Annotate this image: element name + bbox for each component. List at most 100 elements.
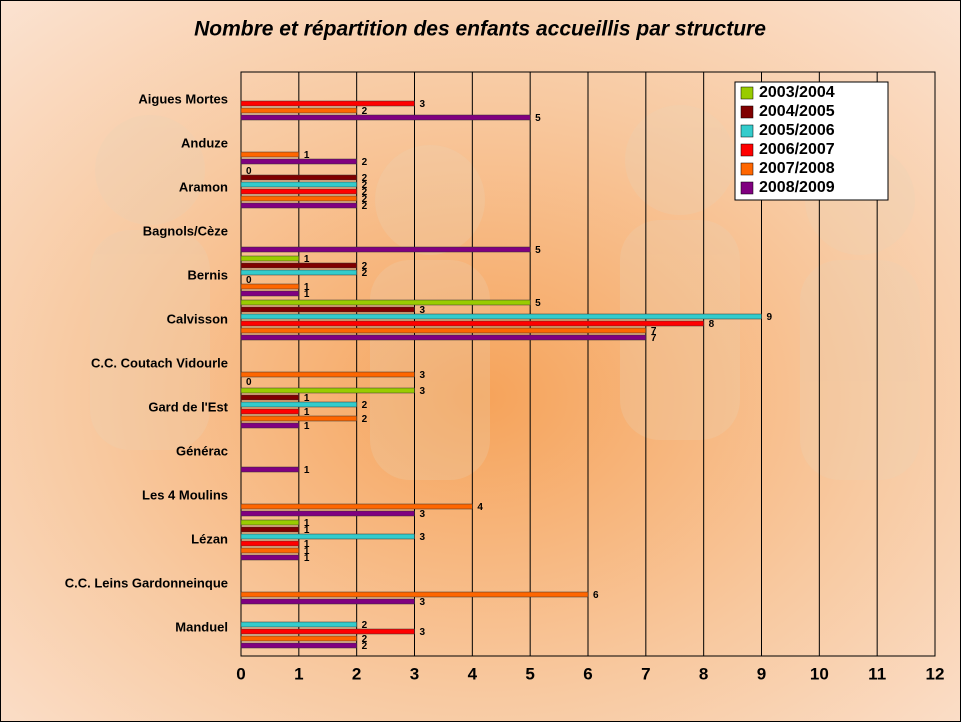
bar bbox=[241, 541, 299, 546]
value-label: 3 bbox=[420, 509, 426, 520]
bar bbox=[241, 504, 472, 509]
y-tick-label: Calvisson bbox=[167, 311, 228, 326]
y-tick-label: Anduze bbox=[181, 135, 228, 150]
value-label: 3 bbox=[420, 597, 426, 608]
bar bbox=[241, 321, 704, 326]
bar bbox=[241, 189, 357, 194]
legend-swatch bbox=[741, 87, 753, 99]
x-tick-label: 2 bbox=[352, 664, 361, 683]
bar bbox=[241, 182, 357, 187]
bar bbox=[241, 314, 762, 319]
bar bbox=[241, 416, 357, 421]
x-tick-label: 10 bbox=[810, 664, 829, 683]
legend-label: 2008/2009 bbox=[759, 179, 835, 196]
bar bbox=[241, 388, 415, 393]
chart-title: Nombre et répartition des enfants accuei… bbox=[194, 18, 766, 41]
bar bbox=[241, 175, 357, 180]
value-label: 1 bbox=[304, 421, 310, 432]
x-tick-label: 4 bbox=[468, 664, 478, 683]
legend-label: 2004/2005 bbox=[759, 103, 835, 120]
value-label: 1 bbox=[304, 553, 310, 564]
y-tick-label: C.C. Leins Gardonneinque bbox=[65, 575, 228, 590]
value-label: 3 bbox=[420, 627, 426, 638]
y-tick-label: Lézan bbox=[191, 531, 228, 546]
bar bbox=[241, 520, 299, 525]
x-tick-label: 3 bbox=[410, 664, 419, 683]
bar bbox=[241, 511, 415, 516]
bar bbox=[241, 263, 357, 268]
bar bbox=[241, 196, 357, 201]
bar bbox=[241, 115, 530, 120]
value-label: 2 bbox=[362, 157, 368, 168]
x-tick-label: 0 bbox=[236, 664, 245, 683]
value-label: 3 bbox=[420, 532, 426, 543]
bar bbox=[241, 108, 357, 113]
bar bbox=[241, 159, 357, 164]
y-tick-label: Aramon bbox=[179, 179, 228, 194]
value-label: 5 bbox=[535, 298, 541, 309]
bar bbox=[241, 629, 415, 634]
value-label: 2 bbox=[362, 201, 368, 212]
bar bbox=[241, 372, 415, 377]
bar bbox=[241, 592, 588, 597]
legend-label: 2003/2004 bbox=[759, 84, 835, 101]
legend-label: 2005/2006 bbox=[759, 122, 835, 139]
value-label: 5 bbox=[535, 245, 541, 256]
legend-label: 2006/2007 bbox=[759, 141, 835, 158]
bar bbox=[241, 599, 415, 604]
value-label: 3 bbox=[420, 370, 426, 381]
value-label: 7 bbox=[651, 333, 657, 344]
value-label: 4 bbox=[477, 502, 483, 513]
legend-swatch bbox=[741, 106, 753, 118]
y-tick-label: Manduel bbox=[175, 619, 228, 634]
legend-swatch bbox=[741, 182, 753, 194]
bar bbox=[241, 527, 299, 532]
bar bbox=[241, 643, 357, 648]
bar bbox=[241, 203, 357, 208]
bar bbox=[241, 247, 530, 252]
legend-swatch bbox=[741, 144, 753, 156]
value-label: 1 bbox=[304, 289, 310, 300]
y-tick-label: Gard de l'Est bbox=[148, 399, 228, 414]
bar bbox=[241, 622, 357, 627]
bar bbox=[241, 256, 299, 261]
bar bbox=[241, 152, 299, 157]
bar bbox=[241, 300, 530, 305]
y-tick-label: Bernis bbox=[188, 267, 228, 282]
y-tick-label: Les 4 Moulins bbox=[142, 487, 228, 502]
legend-swatch bbox=[741, 125, 753, 137]
bar bbox=[241, 548, 299, 553]
bar bbox=[241, 423, 299, 428]
bar bbox=[241, 270, 357, 275]
x-tick-label: 7 bbox=[641, 664, 650, 683]
value-label: 6 bbox=[593, 590, 599, 601]
bar bbox=[241, 395, 299, 400]
legend-swatch bbox=[741, 163, 753, 175]
bar bbox=[241, 284, 299, 289]
value-label: 2 bbox=[362, 400, 368, 411]
x-tick-label: 6 bbox=[583, 664, 592, 683]
value-label: 3 bbox=[420, 386, 426, 397]
y-tick-label: C.C. Coutach Vidourle bbox=[91, 355, 228, 370]
bar bbox=[241, 307, 415, 312]
bar bbox=[241, 291, 299, 296]
bar bbox=[241, 328, 646, 333]
value-label: 8 bbox=[709, 319, 715, 330]
bar bbox=[241, 101, 415, 106]
bar bbox=[241, 409, 299, 414]
value-label: 1 bbox=[304, 465, 310, 476]
x-tick-label: 8 bbox=[699, 664, 708, 683]
bar bbox=[241, 636, 357, 641]
x-tick-label: 5 bbox=[525, 664, 534, 683]
value-label: 5 bbox=[535, 113, 541, 124]
bar bbox=[241, 555, 299, 560]
y-tick-label: Bagnols/Cèze bbox=[143, 223, 228, 238]
bar bbox=[241, 402, 357, 407]
value-label: 3 bbox=[420, 99, 426, 110]
value-label: 0 bbox=[246, 377, 252, 388]
x-tick-label: 1 bbox=[294, 664, 303, 683]
x-tick-label: 12 bbox=[926, 664, 945, 683]
value-label: 9 bbox=[767, 312, 773, 323]
value-label: 2 bbox=[362, 641, 368, 652]
chart: Nombre et répartition des enfants accuei… bbox=[0, 0, 961, 722]
